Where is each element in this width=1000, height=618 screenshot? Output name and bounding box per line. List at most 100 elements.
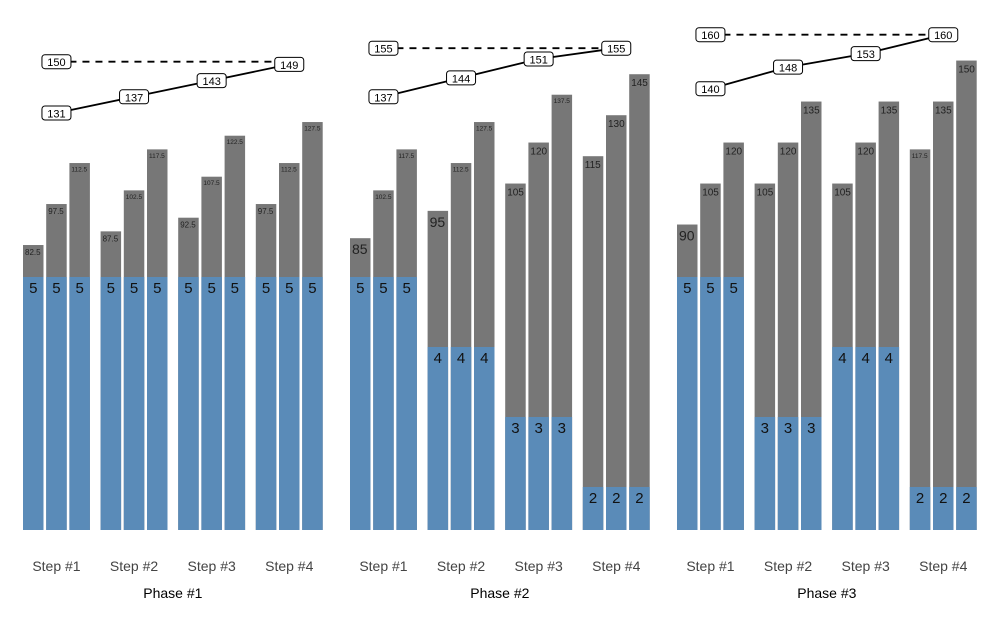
bar-total-label: 105 — [834, 188, 851, 199]
bar-level-label: 5 — [130, 280, 138, 297]
line-point-label: 137 — [119, 89, 150, 105]
bar-level-label: 5 — [207, 280, 215, 297]
bar-total-label: 85 — [352, 241, 368, 257]
bar-total-label: 95 — [430, 214, 446, 230]
step-tick-label: Step #3 — [842, 558, 890, 574]
bar-total-label: 115 — [585, 160, 601, 171]
bar-level — [528, 417, 549, 530]
line-point-label-box — [196, 73, 227, 89]
line-point-label-text: 144 — [452, 73, 470, 85]
target-label-text: 155 — [374, 44, 392, 56]
bar-total — [933, 101, 954, 531]
phase-label: Phase #3 — [797, 585, 856, 601]
line-point-label: 137 — [368, 89, 399, 105]
bar-level — [201, 277, 222, 530]
bar-level-label: 5 — [184, 280, 192, 297]
bar-level-label: 5 — [262, 280, 270, 297]
bar-level-label: 3 — [807, 420, 815, 437]
line-point-label: 144 — [446, 70, 477, 86]
line-point-label-text: 143 — [202, 76, 220, 88]
bar-level-label: 2 — [939, 490, 947, 507]
bar-level — [723, 277, 744, 530]
bar-level-label: 5 — [402, 280, 410, 297]
bar-total-label: 102.5 — [375, 194, 392, 201]
line-point-label-text: 137 — [125, 92, 143, 104]
bar-total-label: 105 — [507, 188, 524, 199]
bar-level-label: 3 — [784, 420, 792, 437]
bar-total-label: 135 — [935, 106, 952, 117]
bar-level-label: 3 — [534, 420, 542, 437]
step-tick-label: Step #4 — [265, 558, 313, 574]
bar-level — [956, 487, 977, 530]
step-tick-label: Step #4 — [919, 558, 967, 574]
bar-level — [255, 277, 277, 530]
bar-level — [606, 487, 627, 530]
bar-level — [801, 417, 822, 530]
target-label-text: 160 — [701, 30, 719, 42]
line-point-label: 151 — [523, 51, 554, 67]
bar-level-label: 5 — [231, 280, 239, 297]
line-point-label-text: 151 — [529, 55, 547, 67]
bar-level-label: 5 — [308, 280, 316, 297]
bar-total-label: 145 — [631, 78, 648, 89]
target-label-box — [368, 40, 399, 56]
bar-level-label: 5 — [52, 280, 60, 297]
bar-level-label: 3 — [558, 420, 566, 437]
line-point-label-box — [446, 70, 477, 86]
bar-level — [69, 277, 90, 530]
bar-level — [700, 277, 721, 530]
bar-level — [474, 347, 495, 530]
phase-label: Phase #1 — [143, 585, 202, 601]
line-point-label: 143 — [196, 73, 227, 89]
bar-total-label: 92.5 — [180, 221, 196, 230]
bar-level-label: 5 — [285, 280, 293, 297]
bar-level — [100, 277, 122, 530]
bar-total — [582, 156, 604, 530]
line-point-label-text: 137 — [374, 92, 392, 104]
step-tick-label: Step #1 — [359, 558, 407, 574]
bar-total-label: 87.5 — [103, 234, 119, 243]
bar-level — [123, 277, 145, 530]
line-point-label: 140 — [695, 81, 726, 97]
series-line — [710, 33, 944, 90]
target-label-box — [41, 54, 72, 70]
line-point-label: 148 — [773, 59, 804, 75]
bar-total — [629, 74, 650, 530]
bar-level — [855, 347, 876, 530]
bar-level — [933, 487, 954, 530]
target-label: 160 — [695, 27, 726, 43]
bar-total-label: 130 — [608, 119, 625, 130]
bar-total-label: 117.5 — [912, 153, 928, 160]
target-label: 150 — [41, 54, 72, 70]
line-point-label-box — [695, 81, 726, 97]
bar-level-label: 3 — [761, 420, 769, 437]
bar-total-label: 107.5 — [203, 180, 220, 187]
bar-level — [629, 487, 650, 530]
bar-level-label: 4 — [838, 350, 846, 367]
step-tick-label: Step #2 — [110, 558, 158, 574]
bar-level — [505, 417, 526, 530]
series-line — [56, 63, 290, 114]
line-point-label-text: 140 — [701, 84, 719, 96]
bar-level-label: 4 — [885, 350, 893, 367]
bar-level — [832, 347, 853, 530]
series-line — [383, 47, 617, 98]
bar-total — [956, 60, 977, 531]
line-point-label: 149 — [274, 56, 305, 72]
line-point-label-box — [928, 27, 959, 43]
bar-total-label: 135 — [803, 106, 820, 117]
bar-level-label: 2 — [612, 490, 620, 507]
bar-total-label: 112.5 — [453, 167, 469, 174]
step-tick-label: Step #2 — [764, 558, 812, 574]
line-point-label-text: 153 — [856, 49, 874, 61]
line-point-label-box — [523, 51, 554, 67]
bar-total-label: 82.5 — [25, 248, 41, 257]
bar-level-label: 4 — [861, 350, 869, 367]
bar-level — [777, 417, 799, 530]
bar-total-label: 120 — [780, 147, 797, 158]
phase-label: Phase #2 — [470, 585, 529, 601]
bar-level — [302, 277, 323, 530]
target-label-box — [695, 27, 726, 43]
step-tick-label: Step #4 — [592, 558, 640, 574]
